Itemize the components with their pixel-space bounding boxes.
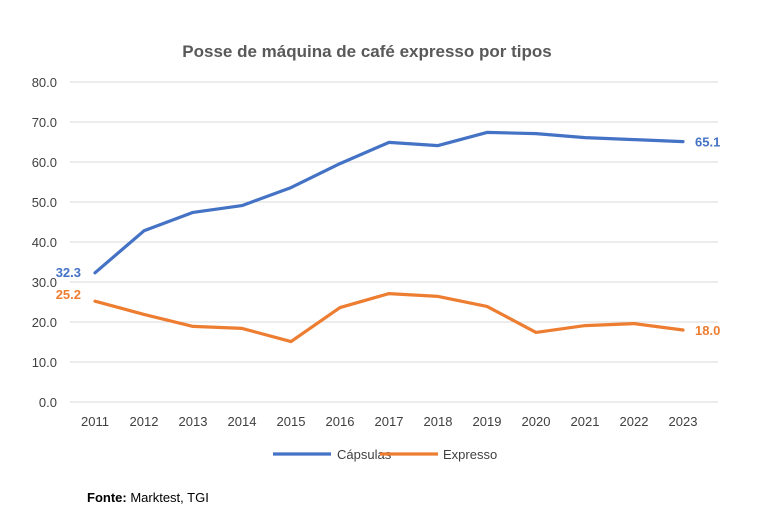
x-tick-label: 2015	[277, 414, 306, 429]
y-tick-label: 50.0	[32, 195, 57, 210]
data-label-start: 25.2	[56, 287, 81, 302]
data-label-start: 32.3	[56, 265, 81, 280]
legend-label: Expresso	[443, 447, 497, 462]
x-tick-label: 2013	[179, 414, 208, 429]
data-labels: 32.3 65.1 25.2 18.0	[56, 135, 721, 338]
y-axis-ticks: 0.0 10.0 20.0 30.0 40.0 50.0 60.0 70.0 80.0	[32, 75, 57, 410]
series-line-expresso	[93, 292, 685, 344]
x-tick-label: 2021	[571, 414, 600, 429]
y-tick-label: 60.0	[32, 155, 57, 170]
x-tick-label: 2018	[424, 414, 453, 429]
x-tick-label: 2019	[473, 414, 502, 429]
x-tick-label: 2012	[130, 414, 159, 429]
legend: Cápsulas Expresso	[273, 447, 497, 462]
source-label: Fonte:	[87, 490, 127, 505]
data-label-end: 18.0	[695, 323, 720, 338]
x-tick-label: 2020	[522, 414, 551, 429]
y-tick-label: 70.0	[32, 115, 57, 130]
y-tick-label: 20.0	[32, 315, 57, 330]
x-tick-label: 2023	[669, 414, 698, 429]
data-label-end: 65.1	[695, 135, 720, 150]
x-tick-label: 2016	[326, 414, 355, 429]
source-note: Fonte: Marktest, TGI	[87, 490, 209, 505]
x-tick-label: 2017	[375, 414, 404, 429]
chart-title: Posse de máquina de café expresso por ti…	[182, 42, 551, 61]
x-tick-label: 2011	[81, 414, 109, 429]
y-tick-label: 80.0	[32, 75, 57, 90]
legend-label: Cápsulas	[337, 447, 392, 462]
x-axis-ticks: 2011 2012 2013 2014 2015 2016 2017 2018 2019 2020…	[81, 414, 697, 429]
y-tick-label: 10.0	[32, 355, 57, 370]
gridlines	[70, 81, 718, 403]
series-line-capsulas	[93, 130, 685, 275]
y-tick-label: 30.0	[32, 275, 57, 290]
y-tick-label: 40.0	[32, 235, 57, 250]
x-tick-label: 2014	[228, 414, 257, 429]
y-tick-label: 0.0	[39, 395, 57, 410]
x-tick-label: 2022	[620, 414, 649, 429]
source-text: Marktest, TGI	[126, 490, 209, 505]
series-lines	[93, 130, 685, 344]
